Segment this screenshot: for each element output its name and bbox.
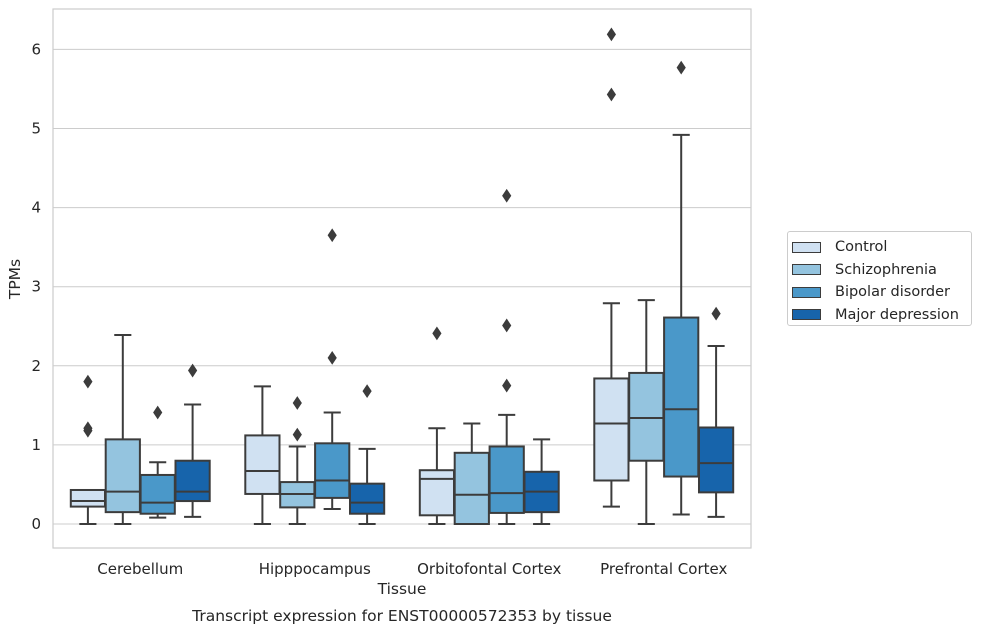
legend-item-control: Control bbox=[792, 236, 971, 259]
x-tick-label: Orbitofontal Cortex bbox=[417, 560, 561, 578]
box bbox=[348, 482, 386, 515]
plot-frame bbox=[52, 8, 752, 549]
box bbox=[488, 445, 525, 514]
x-tick-label: Prefrontal Cortex bbox=[600, 560, 727, 578]
legend-swatch-major-depression bbox=[792, 309, 821, 321]
legend-item-major-depression: Major depression bbox=[792, 304, 971, 327]
outlier-point bbox=[153, 405, 163, 420]
x-tick-label: Hipppocampus bbox=[259, 560, 371, 578]
legend-swatch-control bbox=[792, 241, 821, 253]
box bbox=[418, 469, 456, 517]
box bbox=[139, 473, 176, 515]
outlier-point bbox=[327, 228, 337, 243]
legend: Control Schizophrenia Bipolar disorder M… bbox=[787, 231, 972, 326]
outlier-point bbox=[502, 188, 512, 203]
legend-swatch-bipolar-disorder bbox=[792, 286, 821, 298]
box bbox=[104, 438, 141, 514]
y-tick-label: 4 bbox=[31, 199, 41, 217]
legend-label-bipolar-disorder: Bipolar disorder bbox=[835, 284, 950, 301]
outlier-point bbox=[83, 421, 93, 436]
box bbox=[69, 488, 107, 508]
outlier-point bbox=[292, 396, 302, 410]
legend-item-bipolar-disorder: Bipolar disorder bbox=[792, 281, 971, 304]
legend-label-schizophrenia: Schizophrenia bbox=[835, 261, 937, 278]
legend-label-control: Control bbox=[835, 239, 888, 256]
y-tick-label: 1 bbox=[31, 436, 41, 454]
outlier-point bbox=[362, 384, 372, 399]
outlier-point bbox=[606, 27, 617, 42]
outlier-point bbox=[432, 326, 442, 341]
y-axis-label: TPMs bbox=[6, 258, 24, 300]
legend-label-major-depression: Major depression bbox=[835, 306, 959, 323]
y-tick-label: 2 bbox=[31, 357, 41, 375]
y-tick-label: 3 bbox=[31, 278, 41, 296]
outlier-point bbox=[502, 378, 512, 393]
box bbox=[453, 451, 490, 525]
outlier-point bbox=[187, 363, 198, 378]
chart-caption: Transcript expression for ENST0000057235… bbox=[192, 607, 612, 625]
box bbox=[314, 442, 351, 499]
box bbox=[663, 316, 700, 478]
outlier-point bbox=[711, 306, 721, 321]
outlier-point bbox=[676, 60, 686, 75]
outlier-point bbox=[292, 427, 302, 442]
box bbox=[593, 377, 630, 482]
legend-swatch-schizophrenia bbox=[792, 264, 821, 276]
outlier-point bbox=[83, 374, 93, 389]
y-tick-label: 5 bbox=[31, 120, 41, 138]
x-tick-label: Cerebellum bbox=[97, 560, 183, 578]
box bbox=[174, 459, 211, 503]
outlier-point bbox=[502, 318, 512, 333]
outlier-point bbox=[327, 350, 337, 365]
legend-item-schizophrenia: Schizophrenia bbox=[792, 259, 971, 282]
box bbox=[628, 371, 665, 462]
y-tick-label: 0 bbox=[31, 515, 41, 533]
box bbox=[697, 426, 735, 494]
box bbox=[244, 434, 281, 495]
x-axis-label: Tissue bbox=[377, 580, 427, 598]
outlier-point bbox=[606, 87, 617, 102]
y-tick-label: 6 bbox=[31, 40, 41, 58]
